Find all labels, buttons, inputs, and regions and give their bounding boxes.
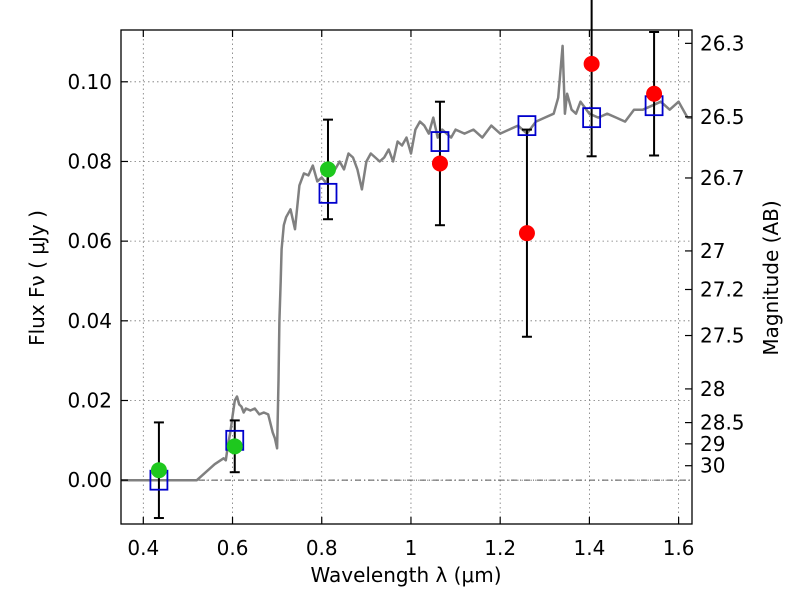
- magnitude-tick-label: 30: [700, 454, 725, 478]
- photometry-point: [150, 462, 167, 479]
- x-tick-label: 1.2: [484, 536, 516, 560]
- photometry-point: [226, 438, 243, 455]
- magnitude-tick-label: 27.5: [700, 324, 745, 348]
- x-tick-label: 0.8: [306, 536, 338, 560]
- y-tick-label: 0.06: [67, 229, 112, 253]
- y-tick-label: 0.08: [67, 149, 112, 173]
- magnitude-tick-label: 26.7: [700, 166, 745, 190]
- sed-curve: [121, 44, 692, 482]
- axes-frame: [120, 29, 693, 525]
- magnitude-tick-label: 28.5: [700, 411, 745, 435]
- model-photometry-square: [430, 131, 450, 152]
- photometry-point: [319, 161, 336, 178]
- x-tick-label: 0.4: [127, 536, 159, 560]
- tick-labels: 0.4 0.6 0.8 1 1.2 1.4 1.6 0.00 0.02 0.04 0.06 0.08 0…: [67, 31, 744, 560]
- model-photometry-square: [318, 182, 338, 204]
- magnitude-tick-label: 27: [700, 239, 725, 263]
- y-tick-label: 0.00: [67, 468, 112, 492]
- photometry-point: [518, 225, 535, 242]
- model-photometry-square: [582, 107, 602, 129]
- sed-curve-group: [121, 44, 692, 482]
- x-tick-label: 0.6: [217, 536, 249, 560]
- magnitude-tick-label: 27.2: [700, 277, 745, 301]
- photometry-point: [646, 85, 663, 102]
- y-tick-label: 0.04: [67, 309, 112, 333]
- magnitude-tick-label: 26.5: [700, 105, 745, 129]
- photometry-point: [431, 155, 448, 172]
- y-tick-label: 0.10: [67, 70, 112, 94]
- x-tick-label: 1.4: [573, 536, 605, 560]
- x-tick-label: 1: [405, 536, 418, 560]
- observed-photometry-group: [150, 55, 663, 479]
- plot-frame: [120, 29, 693, 525]
- photometry-point: [583, 55, 600, 72]
- y-tick-label: 0.02: [67, 389, 112, 413]
- magnitude-tick-label: 28: [700, 377, 725, 401]
- x-tick-label: 1.6: [663, 536, 695, 560]
- x-axis-label: Wavelength λ (μm): [310, 563, 501, 587]
- tick-marks: [121, 30, 692, 524]
- magnitude-tick-label: 29: [700, 432, 725, 456]
- magnitude-tick-label: 26.3: [700, 31, 745, 55]
- model-photometry-square: [517, 115, 537, 137]
- y-axis-label: Flux Fν ( μJy ): [25, 210, 49, 346]
- magnitude-axis-label: Magnitude (AB): [759, 200, 783, 355]
